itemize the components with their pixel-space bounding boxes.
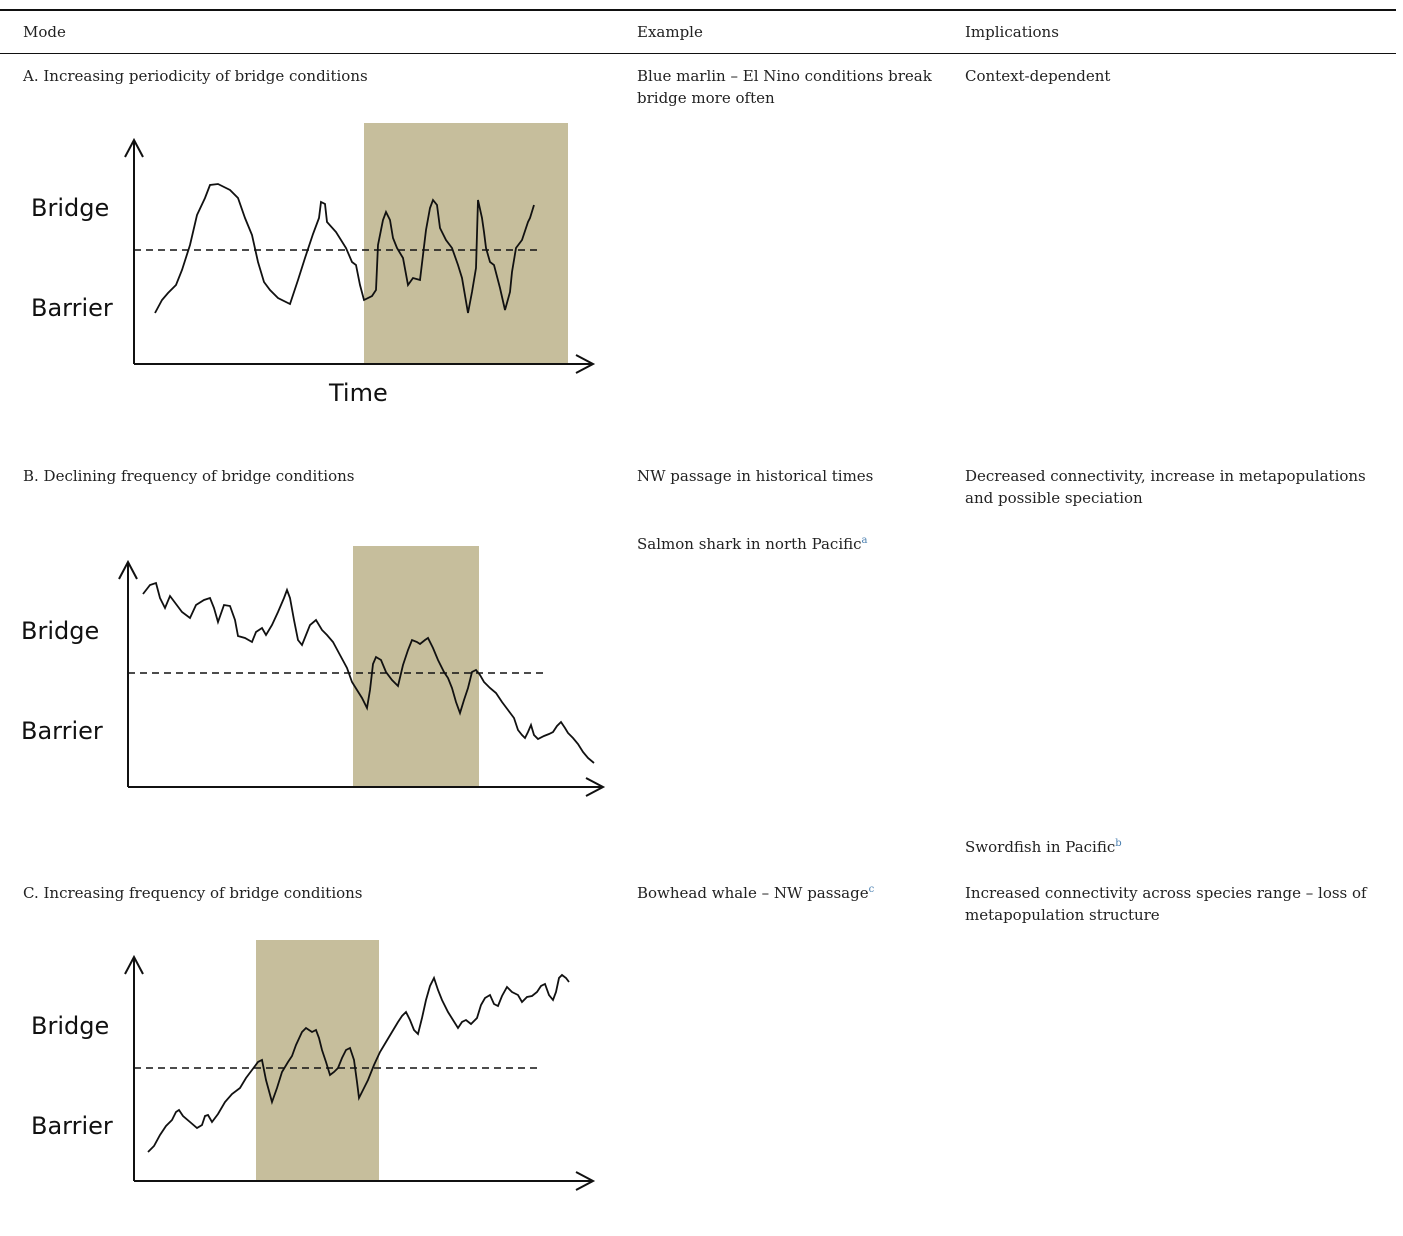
figure-c: Bridge Barrier: [31, 940, 596, 1191]
row-b-example: NW passage in historical times: [637, 467, 874, 485]
figure-c-bridge-label: Bridge: [31, 1012, 109, 1040]
row-c-example: Bowhead whale – NW passagec: [637, 882, 942, 904]
row-a-example: Blue marlin – El Nino conditions break b…: [637, 67, 932, 107]
row-a-implications: Context-dependent: [965, 67, 1111, 85]
footnote-link-b[interactable]: b: [1115, 838, 1122, 849]
row-c-mode: C. Increasing frequency of bridge condit…: [23, 884, 363, 902]
figure-b: Bridge Barrier: [21, 546, 606, 797]
table-header-rule: [0, 53, 1396, 54]
figure-b-signal-line: [142, 581, 595, 764]
header-mode: Mode: [23, 23, 66, 41]
figure-a-bridge-label: Bridge: [31, 194, 109, 222]
figure-c-signal-line: [147, 973, 570, 1153]
figure-a-shaded-period: [364, 123, 568, 364]
footnote-link-c[interactable]: c: [868, 884, 875, 895]
figure-b-y-arrowhead: [118, 559, 138, 580]
figure-c-x-arrowhead: [575, 1171, 596, 1191]
footnote-link-a[interactable]: a: [861, 535, 868, 546]
row-c-example-text: Bowhead whale – NW passage: [637, 884, 869, 902]
row-a-mode: A. Increasing periodicity of bridge cond…: [23, 67, 368, 85]
row-b-implications-2: Swordfish in Pacificb: [965, 836, 1385, 858]
figure-b-shaded-period: [353, 546, 479, 787]
figure-b-barrier-label: Barrier: [21, 717, 103, 745]
figure-a: Bridge Barrier Time: [31, 123, 596, 407]
figure-a-time-label: Time: [328, 379, 388, 407]
row-b-example-2: Salmon shark in north Pacifica: [637, 533, 942, 555]
figure-a-x-arrowhead: [575, 354, 596, 374]
row-b-example-2-text: Salmon shark in north Pacific: [637, 535, 862, 553]
figure-a-y-arrowhead: [124, 137, 144, 158]
figure-c-barrier-label: Barrier: [31, 1112, 113, 1140]
header-example: Example: [637, 23, 703, 41]
figure-c-shaded-period: [256, 940, 379, 1181]
row-b-implications: Decreased connectivity, increase in meta…: [965, 467, 1366, 507]
header-implications: Implications: [965, 23, 1059, 41]
figure-b-x-arrowhead: [585, 777, 606, 797]
row-b-mode: B. Declining frequency of bridge conditi…: [23, 467, 355, 485]
figure-a-barrier-label: Barrier: [31, 294, 113, 322]
row-c-implications: Increased connectivity across species ra…: [965, 884, 1367, 924]
figure-c-y-arrowhead: [124, 954, 144, 975]
figure-a-signal-line: [154, 183, 535, 314]
table-top-rule: [0, 9, 1396, 11]
row-b-implications-2-text: Swordfish in Pacific: [965, 838, 1116, 856]
figure-b-bridge-label: Bridge: [21, 617, 99, 645]
